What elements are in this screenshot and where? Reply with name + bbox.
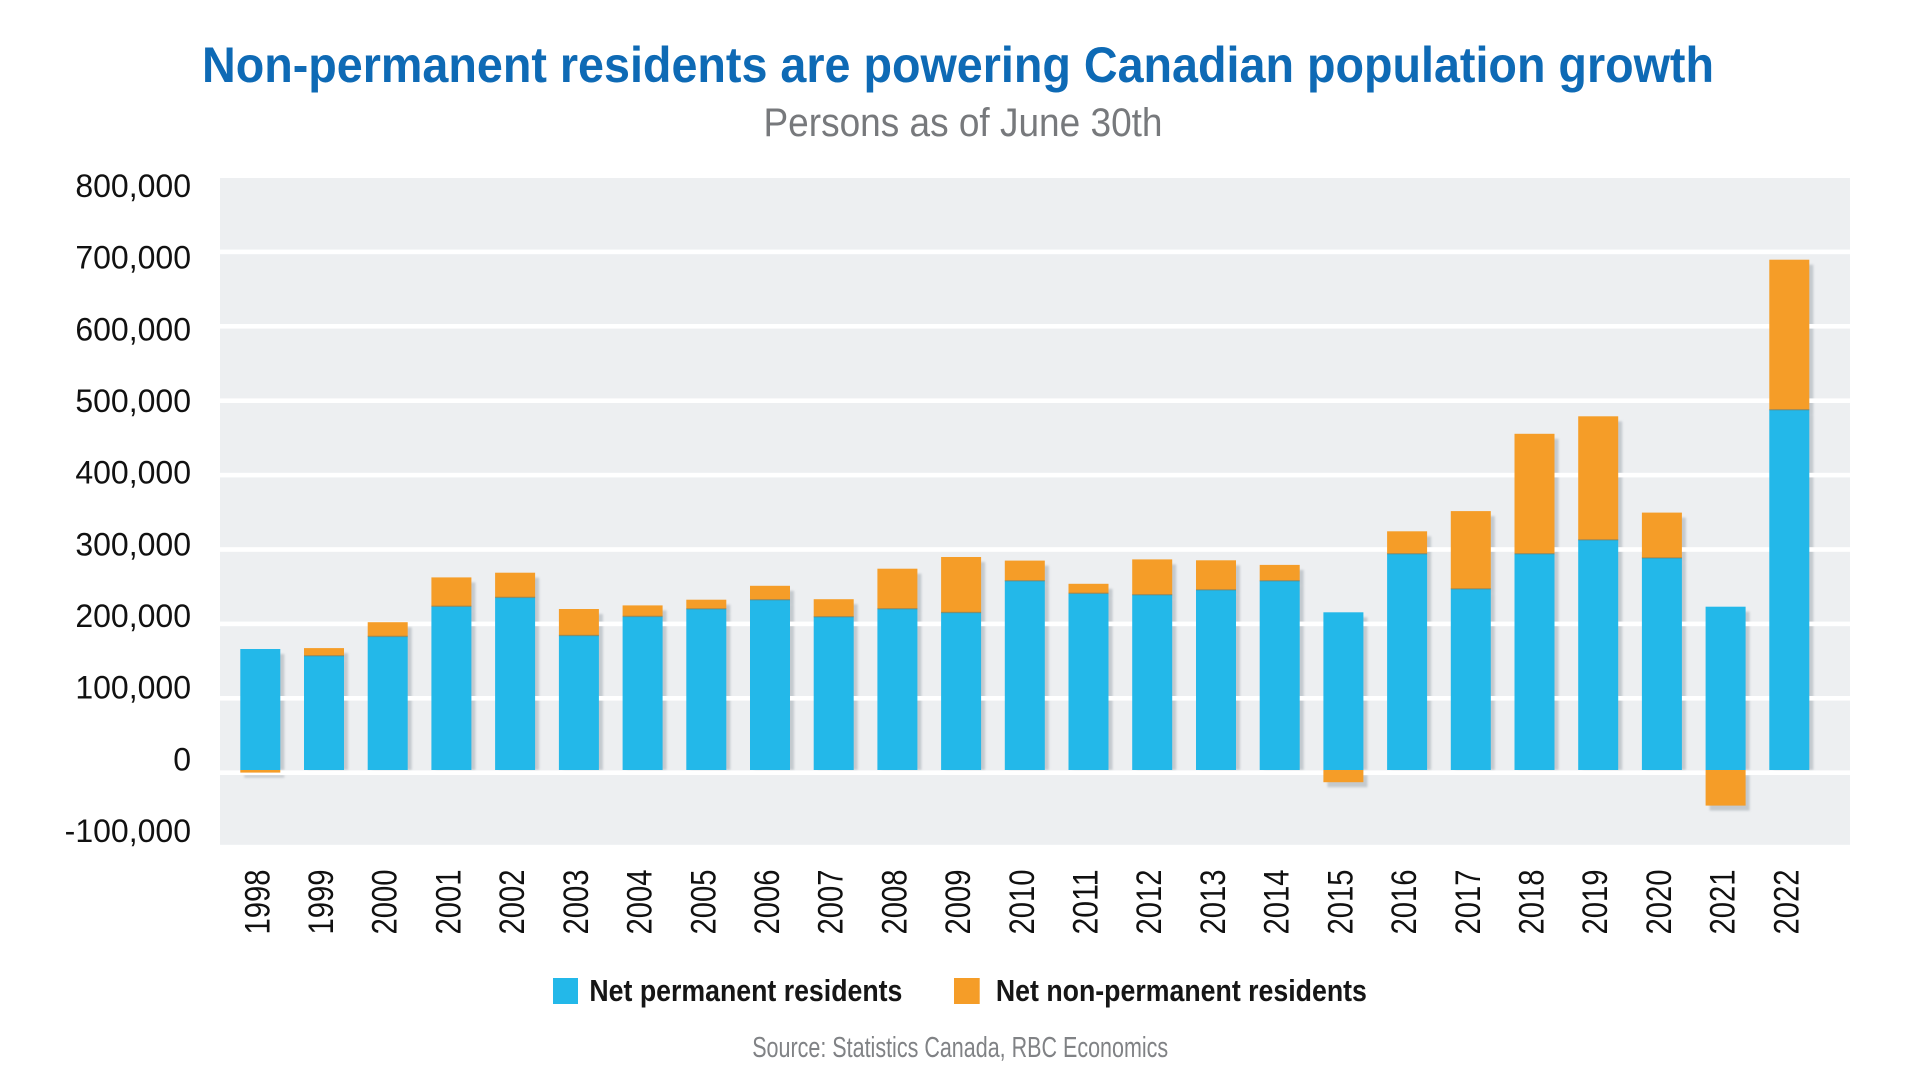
svg-text:Persons as of June 30th: Persons as of June 30th <box>764 101 1163 145</box>
svg-text:Source: Statistics Canada, RBC: Source: Statistics Canada, RBC Economics <box>752 1032 1168 1064</box>
svg-text:500,000: 500,000 <box>75 383 191 419</box>
svg-text:2009: 2009 <box>939 870 978 935</box>
svg-text:Net permanent residents: Net permanent residents <box>589 973 902 1008</box>
svg-text:1998: 1998 <box>238 870 277 935</box>
svg-text:2007: 2007 <box>812 870 851 935</box>
svg-text:2005: 2005 <box>684 870 723 935</box>
svg-text:-100,000: -100,000 <box>65 813 191 849</box>
svg-text:2014: 2014 <box>1258 870 1297 935</box>
svg-text:0: 0 <box>173 741 191 777</box>
svg-text:100,000: 100,000 <box>75 670 191 706</box>
svg-text:2021: 2021 <box>1704 870 1743 935</box>
svg-text:2000: 2000 <box>366 870 405 935</box>
svg-text:2015: 2015 <box>1321 870 1360 935</box>
svg-text:400,000: 400,000 <box>75 455 191 491</box>
svg-text:2016: 2016 <box>1385 870 1424 935</box>
svg-text:2002: 2002 <box>493 870 532 935</box>
svg-text:800,000: 800,000 <box>75 168 191 204</box>
svg-text:2006: 2006 <box>748 870 787 935</box>
svg-text:2020: 2020 <box>1640 870 1679 935</box>
svg-text:2019: 2019 <box>1576 870 1615 935</box>
svg-text:2013: 2013 <box>1194 870 1233 935</box>
svg-text:2012: 2012 <box>1130 870 1169 935</box>
svg-text:Non-permanent residents are po: Non-permanent residents are powering Can… <box>202 37 1714 93</box>
svg-text:300,000: 300,000 <box>75 526 191 562</box>
svg-text:2010: 2010 <box>1003 870 1042 935</box>
svg-text:Net non-permanent residents: Net non-permanent residents <box>996 973 1367 1008</box>
svg-text:2017: 2017 <box>1449 870 1488 935</box>
svg-text:2008: 2008 <box>875 870 914 935</box>
svg-text:2022: 2022 <box>1767 870 1806 935</box>
svg-text:2011: 2011 <box>1067 870 1106 935</box>
svg-text:600,000: 600,000 <box>75 311 191 347</box>
svg-text:2018: 2018 <box>1513 870 1552 935</box>
svg-text:2004: 2004 <box>621 870 660 935</box>
svg-text:200,000: 200,000 <box>75 598 191 634</box>
svg-text:2001: 2001 <box>429 870 468 935</box>
svg-text:700,000: 700,000 <box>75 240 191 276</box>
svg-text:1999: 1999 <box>302 870 341 935</box>
svg-text:2003: 2003 <box>557 870 596 935</box>
